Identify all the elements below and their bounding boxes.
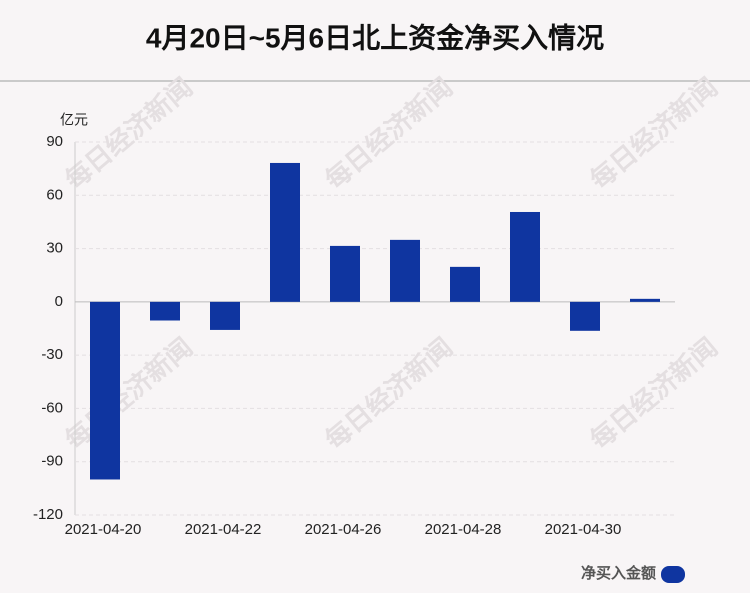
y-tick-label: 90 [46, 133, 63, 150]
bar [90, 301, 120, 480]
x-tick-label: 2021-04-22 [185, 521, 262, 538]
bar [510, 211, 540, 302]
bar [210, 301, 240, 330]
bar [630, 298, 660, 302]
bar [270, 162, 300, 302]
bar [150, 301, 180, 321]
x-tick-label: 2021-04-26 [305, 521, 382, 538]
y-tick-label: -90 [41, 453, 63, 470]
legend-label: 净买入金额 [581, 564, 656, 582]
x-tick-label: 2021-04-28 [425, 521, 502, 538]
x-tick-label: 2021-04-20 [65, 521, 142, 538]
y-axis-unit: 亿元 [60, 112, 88, 128]
y-tick-label: 60 [46, 186, 63, 203]
y-tick-label: -120 [33, 506, 63, 523]
bar [570, 301, 600, 331]
chart-title: 4月20日~5月6日北上资金净买入情况 [146, 21, 604, 53]
bar [330, 245, 360, 302]
bar [390, 239, 420, 302]
legend-swatch [661, 566, 685, 583]
y-tick-label: -60 [41, 399, 63, 416]
bar [450, 266, 480, 302]
y-tick-label: 0 [55, 293, 63, 310]
x-tick-label: 2021-04-30 [545, 521, 622, 538]
y-tick-label: 30 [46, 240, 63, 257]
y-tick-label: -30 [41, 346, 63, 363]
